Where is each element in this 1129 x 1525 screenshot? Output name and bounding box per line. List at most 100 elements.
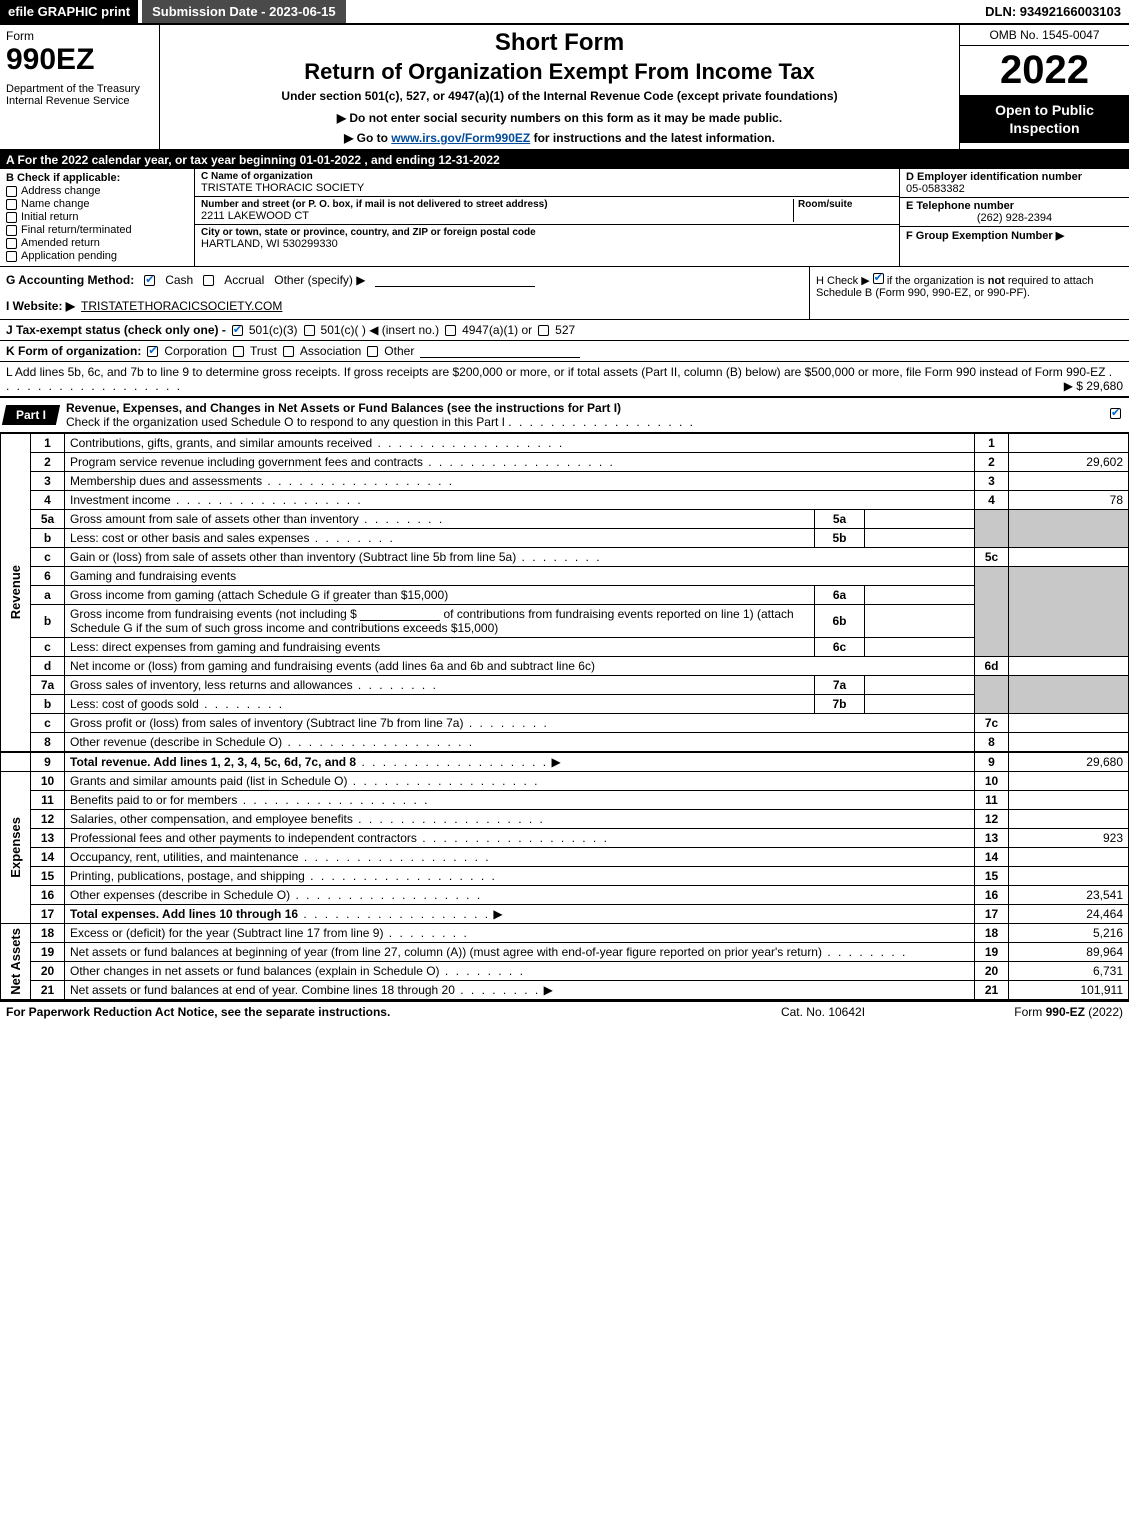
section-h: H Check ▶ if the organization is not req…	[809, 267, 1129, 319]
revenue-label-text: Revenue	[6, 563, 25, 621]
line-desc: Net assets or fund balances at end of ye…	[70, 983, 455, 997]
line-desc: Grants and similar amounts paid (list in…	[70, 774, 347, 788]
k-corp: Corporation	[164, 344, 227, 358]
line-num: 9	[31, 752, 65, 772]
cat-no: Cat. No. 10642I	[723, 1005, 923, 1019]
line-6d: d Net income or (loss) from gaming and f…	[1, 657, 1129, 676]
line-18: Net Assets 18 Excess or (deficit) for th…	[1, 924, 1129, 943]
irs-link[interactable]: www.irs.gov/Form990EZ	[391, 131, 530, 145]
checkbox-icon[interactable]	[144, 275, 155, 286]
checkbox-icon[interactable]	[538, 325, 549, 336]
line-amt	[1009, 733, 1129, 753]
dots-icon	[356, 755, 548, 769]
checkbox-icon[interactable]	[445, 325, 456, 336]
checkbox-icon[interactable]	[203, 275, 214, 286]
line-rn: 18	[975, 924, 1009, 943]
line-16: 16 Other expenses (describe in Schedule …	[1, 886, 1129, 905]
dots-icon	[171, 493, 363, 507]
line-12: 12 Salaries, other compensation, and emp…	[1, 810, 1129, 829]
checkbox-icon[interactable]	[6, 186, 17, 197]
open-public-inspection: Open to Public Inspection	[960, 95, 1129, 143]
checkbox-icon[interactable]	[233, 346, 244, 357]
k-assoc: Association	[300, 344, 361, 358]
section-g: G Accounting Method: Cash Accrual Other …	[0, 267, 809, 319]
line-desc: Excess or (deficit) for the year (Subtra…	[70, 926, 383, 940]
k-other: Other	[384, 344, 414, 358]
mid-amt	[865, 510, 975, 529]
checkbox-icon[interactable]	[232, 325, 243, 336]
line-desc: Gross income from gaming (attach Schedul…	[65, 586, 815, 605]
expenses-label-text: Expenses	[6, 815, 25, 880]
checkbox-icon[interactable]	[6, 238, 17, 249]
line-num: 16	[31, 886, 65, 905]
g-label: G Accounting Method:	[6, 273, 134, 287]
check-label: Initial return	[21, 211, 78, 223]
check-address-change[interactable]: Address change	[6, 185, 188, 197]
grey-cell	[1009, 567, 1129, 657]
line-desc: Other revenue (describe in Schedule O)	[70, 735, 282, 749]
line-num: 21	[31, 981, 65, 1000]
dots-icon	[508, 415, 695, 429]
line-num: c	[31, 548, 65, 567]
line-5b: b Less: cost or other basis and sales ex…	[1, 529, 1129, 548]
omb-label: OMB No. 1545-0047	[960, 25, 1129, 46]
city-value: HARTLAND, WI 530299330	[201, 238, 893, 250]
checkbox-icon[interactable]	[6, 225, 17, 236]
line-6b-blank[interactable]	[360, 608, 440, 621]
line-num: 12	[31, 810, 65, 829]
form-ref: Form 990-EZ (2022)	[923, 1005, 1123, 1019]
section-b-label: B Check if applicable:	[6, 172, 188, 184]
k-other-input[interactable]	[420, 345, 580, 358]
h-text-pre: H Check ▶	[816, 275, 873, 287]
line-3: 3 Membership dues and assessments 3	[1, 472, 1129, 491]
check-initial-return[interactable]: Initial return	[6, 211, 188, 223]
part-1-checkbox[interactable]	[1110, 408, 1129, 422]
section-def: D Employer identification number 05-0583…	[899, 169, 1129, 266]
mid-amt	[865, 529, 975, 548]
dots-icon	[290, 888, 482, 902]
checkbox-icon[interactable]	[1110, 408, 1121, 419]
subtitle: Under section 501(c), 527, or 4947(a)(1)…	[170, 89, 949, 103]
line-num: 13	[31, 829, 65, 848]
checkbox-icon[interactable]	[367, 346, 378, 357]
phone-label: E Telephone number	[906, 200, 1123, 212]
line-rn: 1	[975, 434, 1009, 453]
line-num: b	[31, 529, 65, 548]
dots-icon	[423, 455, 615, 469]
checkbox-icon[interactable]	[147, 346, 158, 357]
checkbox-icon[interactable]	[6, 199, 17, 210]
expenses-side-label: Expenses	[1, 772, 31, 924]
section-b-checkboxes: B Check if applicable: Address change Na…	[0, 169, 195, 266]
checkbox-icon[interactable]	[6, 251, 17, 262]
line-num: 4	[31, 491, 65, 510]
dots-icon	[282, 735, 474, 749]
line-num: 8	[31, 733, 65, 753]
line-amt: 101,911	[1009, 981, 1129, 1000]
g-other-input[interactable]	[375, 274, 535, 287]
checkbox-icon[interactable]	[283, 346, 294, 357]
line-rn: 14	[975, 848, 1009, 867]
line-amt: 6,731	[1009, 962, 1129, 981]
line-desc: Total revenue. Add lines 1, 2, 3, 4, 5c,…	[70, 755, 356, 769]
line-desc: Total expenses. Add lines 10 through 16	[70, 907, 298, 921]
section-j-tax-exempt: J Tax-exempt status (check only one) - 5…	[0, 320, 1129, 341]
section-k-form-org: K Form of organization: Corporation Trus…	[0, 341, 1129, 362]
line-rn: 5c	[975, 548, 1009, 567]
line-desc: Other expenses (describe in Schedule O)	[70, 888, 290, 902]
check-amended-return[interactable]: Amended return	[6, 237, 188, 249]
check-label: Amended return	[21, 237, 100, 249]
line-desc: Investment income	[70, 493, 171, 507]
check-final-return[interactable]: Final return/terminated	[6, 224, 188, 236]
dots-icon	[298, 907, 490, 921]
checkbox-icon[interactable]	[6, 212, 17, 223]
line-17: 17 Total expenses. Add lines 10 through …	[1, 905, 1129, 924]
checkbox-icon[interactable]	[873, 273, 884, 284]
check-application-pending[interactable]: Application pending	[6, 250, 188, 262]
checkbox-icon[interactable]	[304, 325, 315, 336]
k-trust: Trust	[250, 344, 277, 358]
form-header: Form 990EZ Department of the Treasury In…	[0, 25, 1129, 151]
g-accrual: Accrual	[224, 273, 264, 287]
instructions-link-line: ▶ Go to www.irs.gov/Form990EZ for instru…	[170, 131, 949, 145]
check-name-change[interactable]: Name change	[6, 198, 188, 210]
page-footer: For Paperwork Reduction Act Notice, see …	[0, 1000, 1129, 1022]
